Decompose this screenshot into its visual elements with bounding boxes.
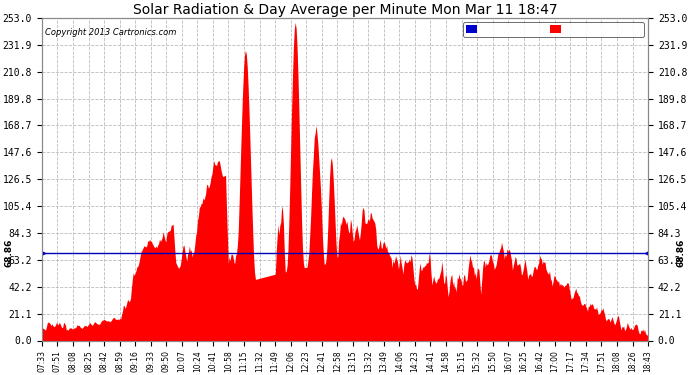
Title: Solar Radiation & Day Average per Minute Mon Mar 11 18:47: Solar Radiation & Day Average per Minute… — [132, 3, 558, 17]
Text: 68.86: 68.86 — [677, 238, 686, 267]
Legend: Median (w/m2), Radiation (w/m2): Median (w/m2), Radiation (w/m2) — [463, 22, 644, 37]
Text: 68.86: 68.86 — [4, 238, 13, 267]
Text: Copyright 2013 Cartronics.com: Copyright 2013 Cartronics.com — [45, 28, 176, 37]
